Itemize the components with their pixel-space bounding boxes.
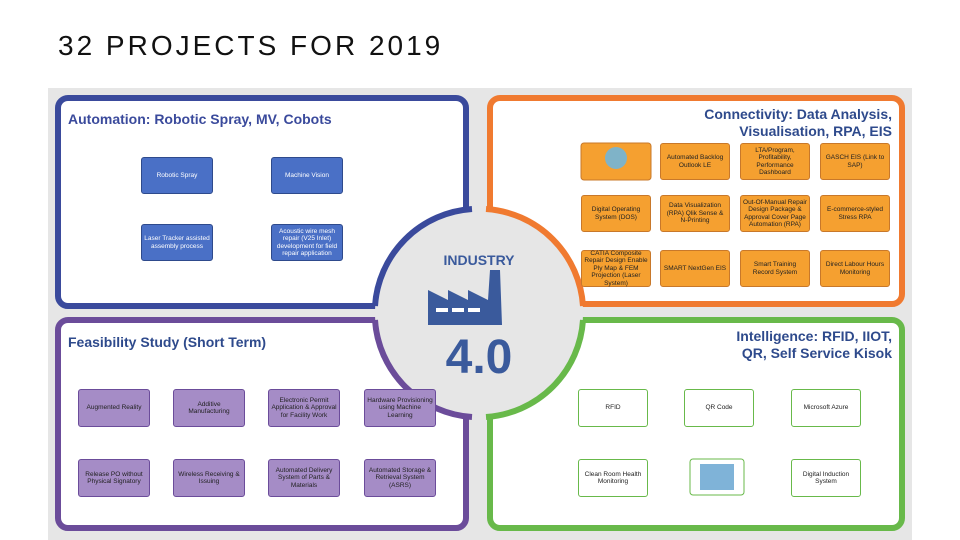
project-box: Laser Tracker assisted assembly process — [141, 224, 213, 261]
project-box: Machine Vision — [271, 157, 343, 194]
project-box: Acoustic wire mesh repair (V25 Inlet) de… — [271, 224, 343, 261]
project-box: Microsoft Azure — [791, 389, 861, 427]
project-box: Data Visualization (RPA) Qlik Sense & N-… — [660, 195, 730, 232]
icon-cells — [580, 142, 745, 496]
project-box: CATIA Composite Repair Design Enable Ply… — [581, 250, 651, 287]
project-box: Hardware Provisioning using Machine Lear… — [364, 389, 436, 427]
project-box: Wireless Receiving & Issuing — [173, 459, 245, 497]
project-box: RFID — [578, 389, 648, 427]
arc — [485, 319, 586, 420]
project-box: Automated Storage & Retrieval System (AS… — [364, 459, 436, 497]
arc — [372, 319, 473, 420]
quadrant-title: Connectivity: Data Analysis, — [704, 106, 892, 122]
center-version: 4.0 — [445, 331, 513, 384]
project-box: Additive Manufacturing — [173, 389, 245, 427]
quadrant-title: QR, Self Service Kisok — [741, 345, 892, 361]
factory-icon — [428, 270, 502, 325]
project-box: Electronic Permit Application & Approval… — [268, 389, 340, 427]
project-box: Release PO without Physical Signatory — [78, 459, 150, 497]
quadrant-title: Feasibility Study (Short Term) — [68, 334, 267, 350]
project-box: QR Code — [684, 389, 754, 427]
slide-title: 32 PROJECTS FOR 2019 — [58, 30, 444, 61]
project-box: Clean Room Health Monitoring — [578, 459, 648, 497]
quadrant-title: Visualisation, RPA, EIS — [739, 123, 892, 139]
quadrant-title: Automation: Robotic Spray, MV, Cobots — [68, 111, 332, 127]
project-box: Automated Delivery System of Parts & Mat… — [268, 459, 340, 497]
center-label: INDUSTRY — [443, 252, 515, 268]
arc — [485, 206, 586, 307]
project-box: LTA/Program, Profitability, Performance … — [740, 143, 810, 180]
project-box: Digital Operating System (DOS) — [581, 195, 651, 232]
project-box: Digital Induction System — [791, 459, 861, 497]
project-box: Robotic Spray — [141, 157, 213, 194]
project-box: SMART NextGen EIS — [660, 250, 730, 287]
project-box: Out-Of-Manual Repair Design Package & Ap… — [740, 195, 810, 232]
project-box: Automated Backlog Outlook LE — [660, 143, 730, 180]
arc — [372, 206, 473, 307]
project-box: Direct Labour Hours Monitoring — [820, 250, 890, 287]
project-box: GASCH EIS (Link to SAP) — [820, 143, 890, 180]
quadrant-title: Intelligence: RFID, IIOT, — [736, 328, 892, 344]
project-box: Smart Training Record System — [740, 250, 810, 287]
project-box: E-commerce-styled Stress RPA — [820, 195, 890, 232]
project-box: Augmented Reality — [78, 389, 150, 427]
